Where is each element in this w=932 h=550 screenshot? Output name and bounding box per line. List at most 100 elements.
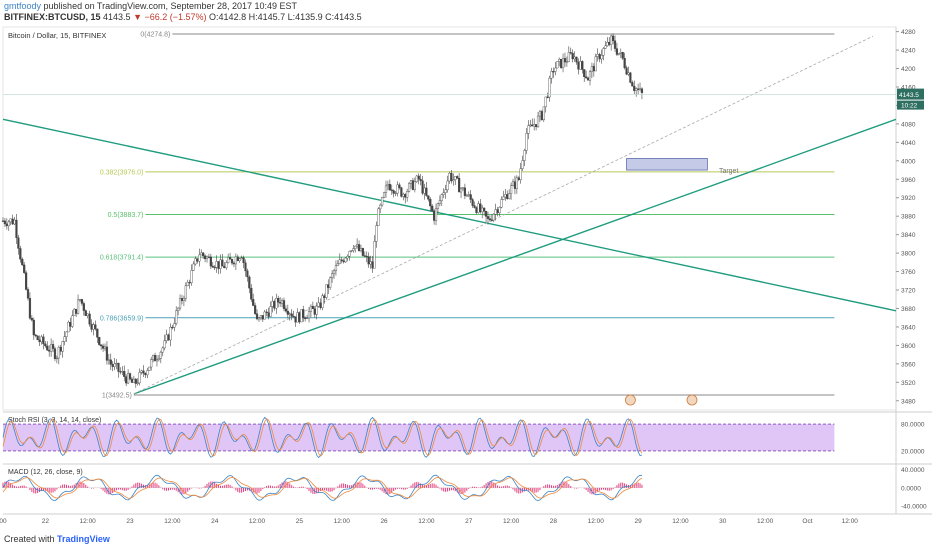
candle-body bbox=[323, 295, 326, 298]
candle-body bbox=[585, 76, 588, 79]
candle-body bbox=[23, 264, 26, 273]
candle-body bbox=[105, 346, 109, 361]
candle-body bbox=[196, 258, 199, 262]
author-link[interactable]: gmtfoody bbox=[4, 1, 42, 11]
candle-body bbox=[477, 203, 480, 213]
countdown-label: 10:22 bbox=[901, 103, 918, 110]
candle-body bbox=[413, 181, 416, 190]
candle-body bbox=[126, 373, 130, 384]
candle-body bbox=[161, 347, 164, 353]
candle-body bbox=[402, 194, 405, 197]
candle-body bbox=[269, 306, 272, 317]
candle-body bbox=[142, 370, 145, 374]
candle-body bbox=[561, 58, 565, 68]
candle-body bbox=[627, 72, 630, 75]
candle-body bbox=[506, 194, 509, 199]
candle-body bbox=[450, 172, 453, 182]
candle-body bbox=[392, 190, 395, 194]
candle-body bbox=[579, 61, 582, 70]
last-price-tag bbox=[897, 88, 924, 100]
candle-body bbox=[130, 378, 134, 383]
candle-body bbox=[577, 61, 580, 70]
candle-body bbox=[625, 67, 628, 75]
candle-body bbox=[565, 61, 568, 63]
candle-body bbox=[271, 301, 274, 307]
candle-body bbox=[504, 194, 507, 198]
candle-body bbox=[73, 308, 76, 316]
candle-body bbox=[313, 308, 316, 315]
candle-body bbox=[227, 257, 230, 263]
candle-body bbox=[621, 52, 624, 59]
candle-body bbox=[486, 216, 490, 219]
candle-body bbox=[203, 255, 207, 260]
x-tick-label: 12:00 bbox=[334, 518, 351, 525]
candle-body bbox=[617, 53, 620, 55]
candle-body bbox=[483, 207, 486, 212]
candle-body bbox=[446, 180, 449, 191]
candle-body bbox=[488, 218, 492, 221]
candle-body bbox=[294, 316, 297, 323]
x-tick-label: 12:00 bbox=[80, 518, 97, 525]
candle-body bbox=[55, 357, 58, 360]
candle-body bbox=[517, 177, 520, 180]
candle-body bbox=[452, 179, 455, 182]
x-tick-label: 27 bbox=[465, 518, 473, 525]
candle-body bbox=[190, 270, 193, 283]
candle-body bbox=[515, 177, 518, 189]
candle-body bbox=[554, 67, 557, 72]
candle-body bbox=[171, 326, 174, 329]
candle-body bbox=[365, 255, 368, 258]
candle-body bbox=[444, 189, 447, 193]
candle-body bbox=[388, 184, 391, 191]
candle-body bbox=[7, 221, 10, 227]
symbol-info: BITFINEX:BTCUSD, 15 4143.5 ▼ −66.2 (−1.5… bbox=[4, 12, 362, 22]
candle-body bbox=[78, 299, 82, 301]
candle-body bbox=[152, 355, 155, 360]
candle-body bbox=[573, 56, 576, 60]
candle-body bbox=[236, 256, 239, 262]
candle-body bbox=[359, 247, 363, 251]
macd-signal-line bbox=[2, 476, 643, 499]
candle-body bbox=[101, 345, 105, 349]
candle-body bbox=[586, 77, 590, 81]
candle-body bbox=[42, 336, 45, 345]
candle-body bbox=[459, 188, 463, 193]
x-tick-label: 22 bbox=[42, 518, 50, 525]
y-tick-label: 3640 bbox=[901, 324, 916, 331]
candle-body bbox=[209, 256, 212, 267]
candle-body bbox=[167, 334, 170, 341]
candle-body bbox=[502, 196, 505, 200]
candle-body bbox=[361, 247, 364, 256]
candle-body bbox=[454, 176, 457, 180]
candle-body bbox=[286, 310, 289, 315]
tradingview-logo[interactable]: TradingView bbox=[57, 534, 110, 544]
candle-body bbox=[427, 195, 430, 200]
candle-body bbox=[637, 88, 640, 90]
candle-body bbox=[336, 263, 339, 266]
candle-body bbox=[400, 187, 403, 197]
candle-body bbox=[205, 256, 209, 260]
x-tick-label: 12:00 bbox=[588, 518, 605, 525]
candle-body bbox=[481, 207, 484, 213]
candle-body bbox=[109, 359, 112, 365]
candle-body bbox=[275, 298, 278, 309]
candle-body bbox=[615, 48, 619, 55]
candle-body bbox=[633, 85, 636, 91]
candle-body bbox=[569, 52, 572, 54]
stoch-rsi-d-line bbox=[2, 418, 643, 457]
chart-svg[interactable]: Bitcoin / Dollar, 15, BITFINEX 3480 3520 35… bbox=[0, 0, 932, 530]
y-tick-label: 3960 bbox=[901, 177, 916, 184]
candle-body bbox=[390, 189, 393, 191]
candle-body bbox=[319, 302, 322, 308]
candle-body bbox=[536, 115, 540, 127]
candle-body bbox=[61, 341, 64, 352]
candle-body bbox=[315, 305, 318, 315]
candle-body bbox=[598, 54, 601, 60]
candle-body bbox=[619, 52, 622, 54]
candle-body bbox=[588, 71, 592, 81]
candle-body bbox=[177, 307, 180, 311]
candle-body bbox=[259, 315, 262, 318]
candle-body bbox=[207, 256, 211, 258]
candle-body bbox=[581, 61, 584, 70]
